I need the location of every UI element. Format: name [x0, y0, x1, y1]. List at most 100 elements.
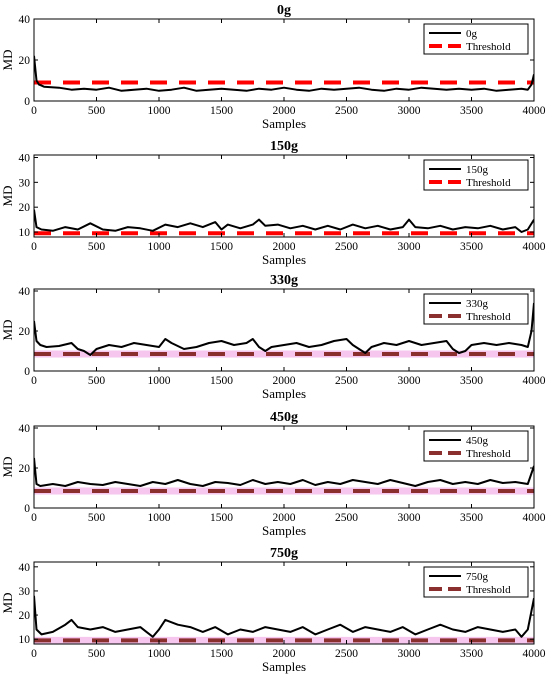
y-tick-label: 20: [19, 202, 31, 214]
legend-entry-label: 150g: [466, 164, 489, 176]
x-tick-label: 1000: [148, 648, 171, 660]
legend-entry-label: Threshold: [466, 584, 511, 596]
series-md-line: [34, 302, 534, 356]
y-tick-label: 30: [19, 177, 31, 189]
legend-box: [423, 293, 529, 325]
y-tick-label: 40: [19, 286, 31, 298]
panel-2: 330g 0 500 1000 1500 2000 2500 3000 3500 4000 0 20 4…: [0, 273, 546, 401]
series-md-line: [34, 457, 534, 487]
series-md-line: [34, 595, 534, 638]
y-axis-label: MD: [0, 50, 15, 71]
x-tick-label: 2500: [335, 512, 358, 524]
x-axis-label: Samples: [262, 252, 306, 267]
panel-title: 330g: [270, 273, 298, 288]
y-tick-label: 40: [19, 14, 31, 26]
x-tick-label: 2000: [273, 648, 296, 660]
x-tick-label: 500: [88, 375, 106, 387]
x-tick-label: 3000: [398, 375, 421, 387]
y-axis-label: MD: [0, 593, 15, 614]
x-tick-label: 500: [88, 648, 106, 660]
x-axis-label: Samples: [262, 116, 306, 131]
panel-1: 150g 0 500 1000 1500 2000 2500 3000 3500 4000 10 20…: [0, 139, 546, 267]
legend-entry-label: Threshold: [466, 41, 511, 53]
x-tick-label: 0: [31, 512, 37, 524]
panel-title: 150g: [270, 139, 298, 154]
y-tick-label: 0: [24, 503, 30, 515]
x-tick-label: 3500: [460, 648, 483, 660]
y-axis-label: MD: [0, 457, 15, 478]
y-tick-label: 40: [19, 152, 31, 164]
x-tick-label: 4000: [523, 512, 546, 524]
legend-entry-label: Threshold: [466, 177, 511, 189]
legend-box: [423, 566, 529, 598]
y-tick-label: 20: [19, 463, 31, 475]
series-md-line: [34, 55, 534, 92]
x-tick-label: 3000: [398, 105, 421, 117]
x-tick-label: 500: [88, 105, 106, 117]
x-tick-label: 2000: [273, 241, 296, 253]
x-tick-label: 1500: [210, 375, 233, 387]
y-tick-label: 20: [19, 55, 31, 67]
y-tick-label: 0: [24, 96, 30, 108]
y-axis-label: MD: [0, 320, 15, 341]
x-tick-label: 1500: [210, 648, 233, 660]
x-tick-label: 1500: [210, 512, 233, 524]
series-md-line: [34, 209, 534, 233]
legend-box: [423, 23, 529, 55]
x-tick-label: 1500: [210, 241, 233, 253]
y-tick-label: 20: [19, 610, 31, 622]
y-tick-label: 0: [24, 366, 30, 378]
panel-title: 0g: [277, 3, 291, 18]
y-axis-label: MD: [0, 186, 15, 207]
x-tick-label: 1000: [148, 375, 171, 387]
y-tick-label: 40: [19, 423, 31, 435]
x-tick-label: 2500: [335, 241, 358, 253]
x-tick-label: 4000: [523, 375, 546, 387]
x-tick-label: 1000: [148, 105, 171, 117]
y-tick-label: 20: [19, 326, 31, 338]
x-tick-label: 3500: [460, 375, 483, 387]
x-tick-label: 4000: [523, 241, 546, 253]
y-tick-label: 30: [19, 586, 31, 598]
x-tick-label: 500: [88, 512, 106, 524]
x-tick-label: 1000: [148, 241, 171, 253]
panel-3: 450g 0 500 1000 1500 2000 2500 3000 3500 4000 0 20 4…: [0, 410, 546, 538]
legend-entry-label: Threshold: [466, 448, 511, 460]
x-tick-label: 2500: [335, 648, 358, 660]
x-tick-label: 500: [88, 241, 106, 253]
x-axis-label: Samples: [262, 523, 306, 538]
legend-entry-label: 450g: [466, 435, 489, 447]
x-axis-label: Samples: [262, 659, 306, 674]
y-tick-label: 10: [19, 634, 31, 646]
x-axis-label: Samples: [262, 386, 306, 401]
x-tick-label: 3000: [398, 648, 421, 660]
x-tick-label: 0: [31, 648, 37, 660]
legend-box: [423, 159, 529, 191]
y-tick-label: 10: [19, 227, 31, 239]
x-tick-label: 4000: [523, 105, 546, 117]
x-tick-label: 4000: [523, 648, 546, 660]
x-tick-label: 2000: [273, 105, 296, 117]
x-tick-label: 3500: [460, 512, 483, 524]
legend-entry-label: Threshold: [466, 311, 511, 323]
panel-0: 0g 0 500 1000 1500 2000 2500 3000 3500 4000 0 20 40 S…: [0, 3, 546, 131]
x-tick-label: 0: [31, 375, 37, 387]
x-tick-label: 0: [31, 105, 37, 117]
x-tick-label: 3500: [460, 241, 483, 253]
panel-4: 750g 0 500 1000 1500 2000 2500 3000 3500 4000 10 20…: [0, 546, 546, 674]
x-tick-label: 0: [31, 241, 37, 253]
legend-entry-label: 750g: [466, 571, 489, 583]
x-tick-label: 2000: [273, 512, 296, 524]
y-tick-label: 40: [19, 562, 31, 574]
x-tick-label: 3500: [460, 105, 483, 117]
panel-title: 750g: [270, 546, 298, 561]
panel-title: 450g: [270, 410, 298, 425]
x-tick-label: 1000: [148, 512, 171, 524]
legend-entry-label: 330g: [466, 298, 489, 310]
x-tick-label: 2500: [335, 375, 358, 387]
